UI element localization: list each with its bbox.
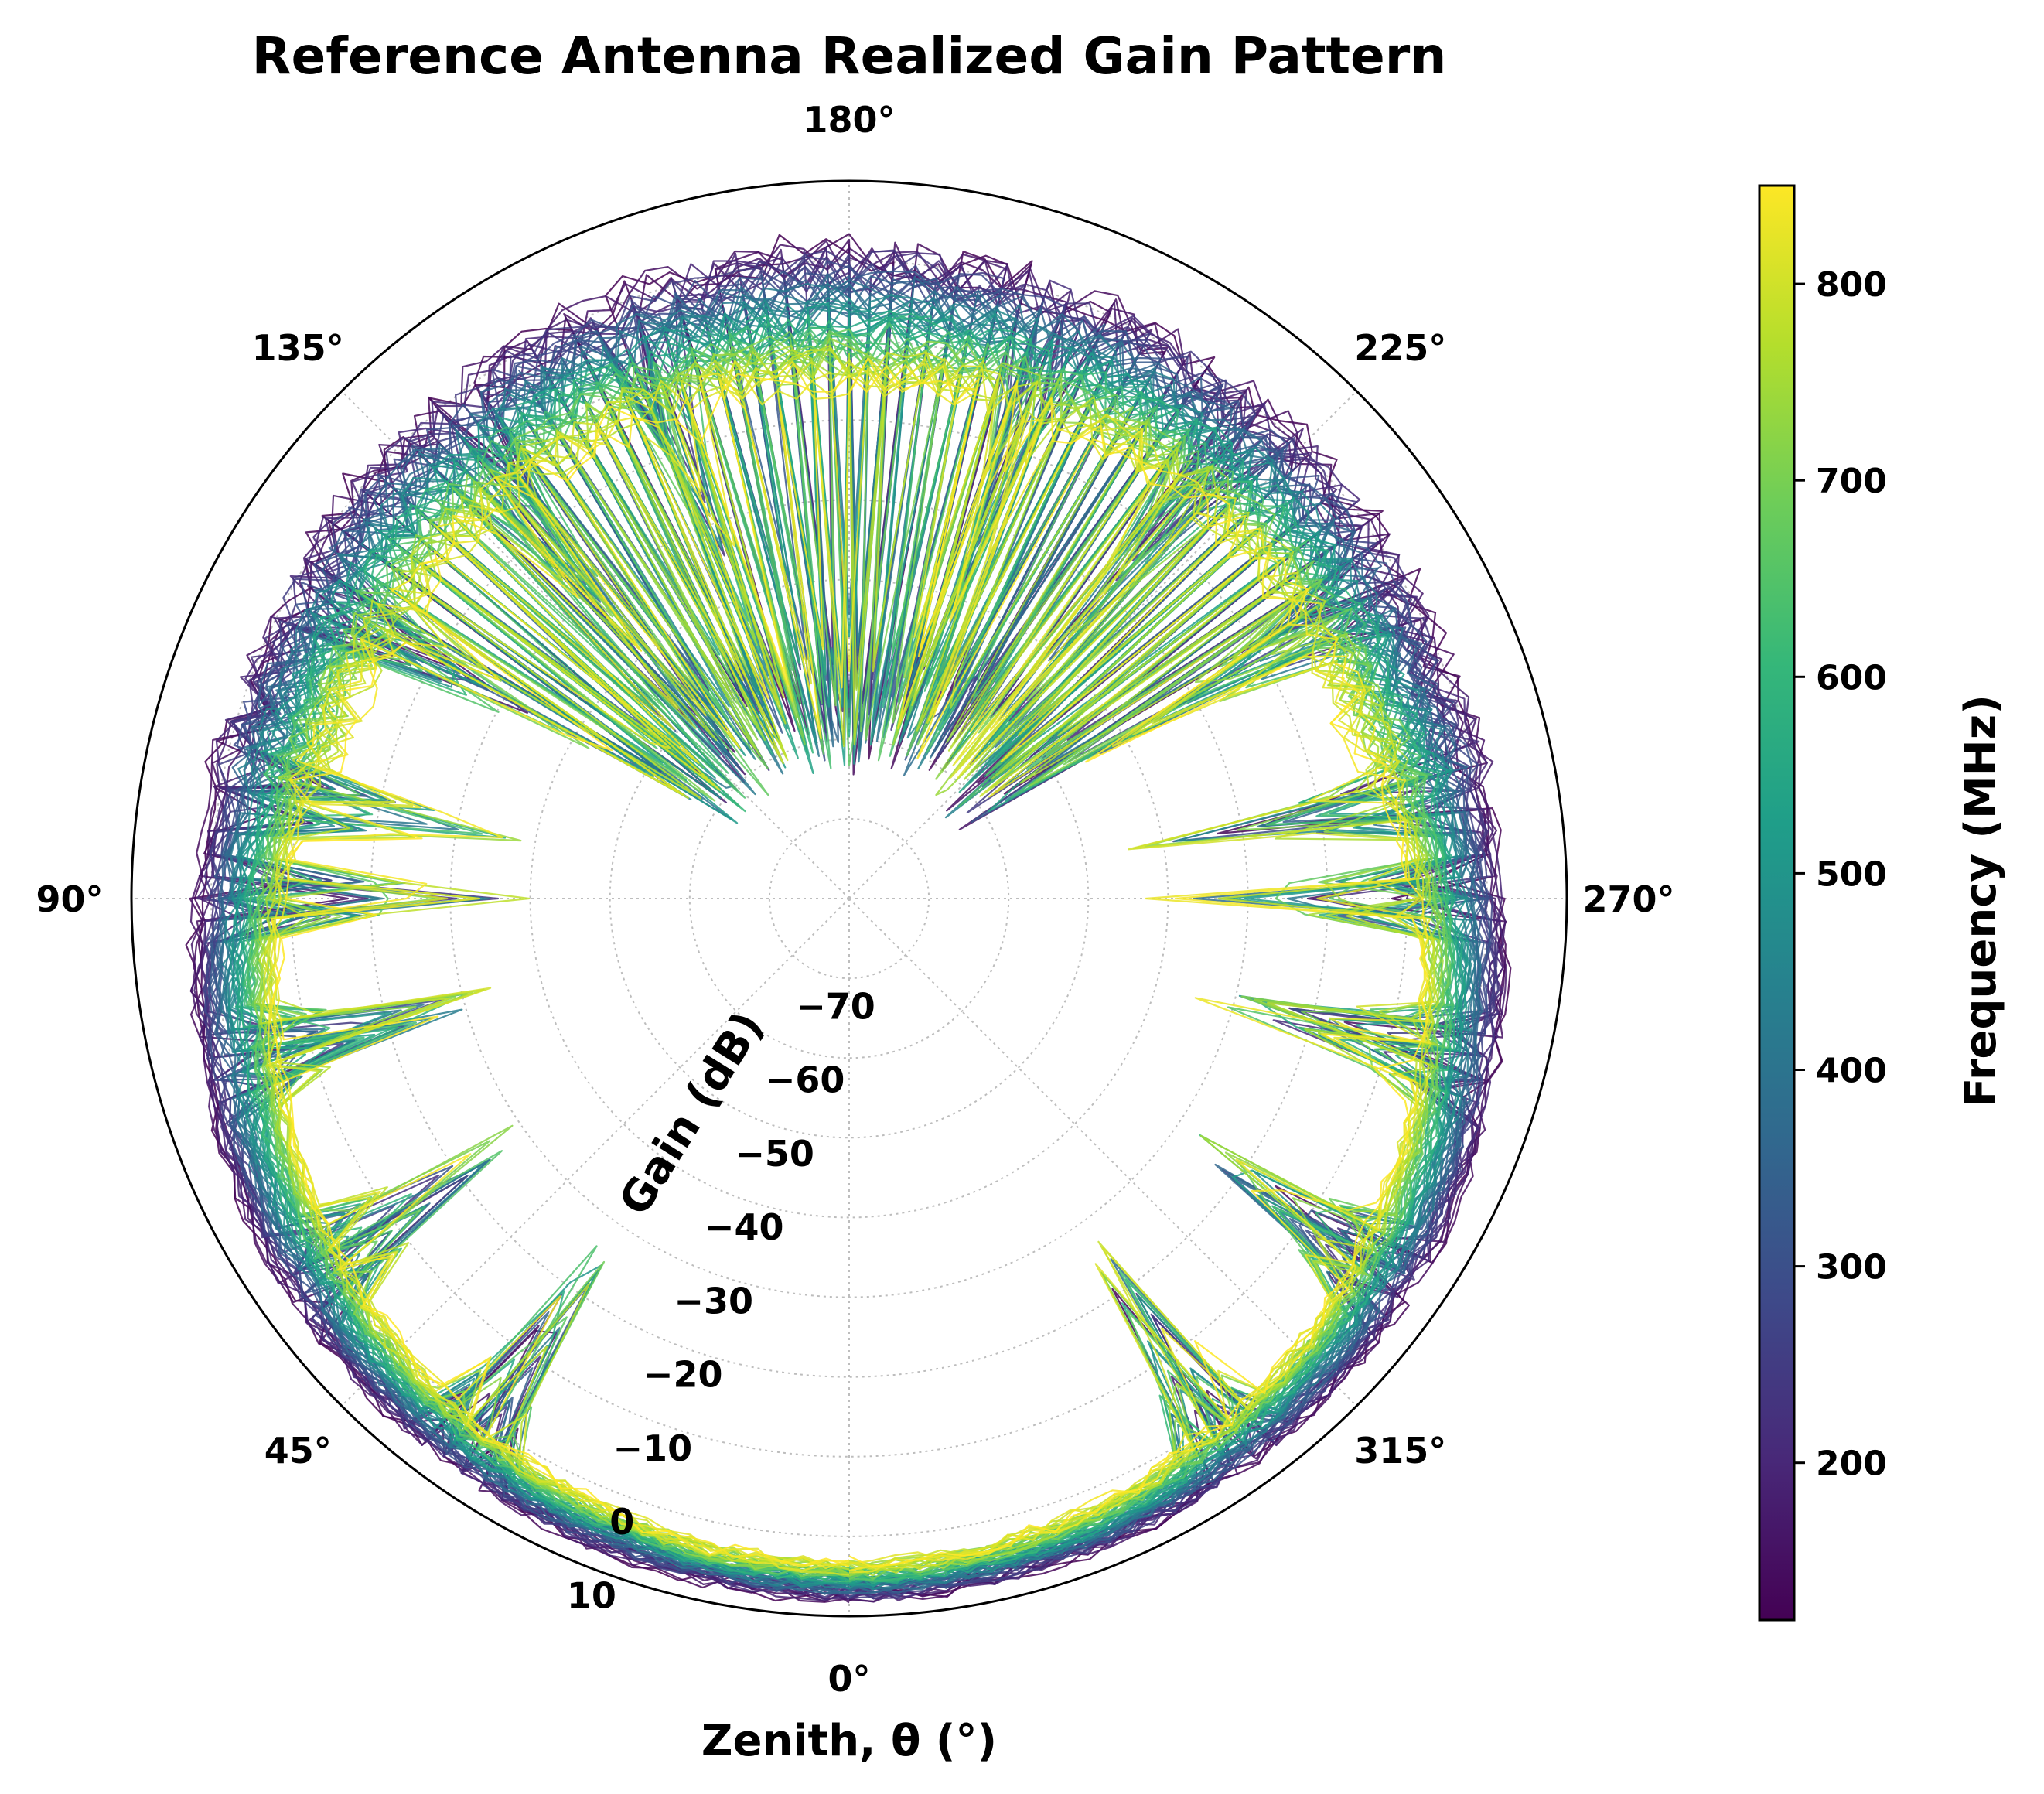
r-tick-label: −60 [766,1059,845,1101]
colorbar-tick-label: 200 [1816,1444,1887,1484]
r-tick-label: 10 [567,1574,616,1616]
gain-curve [229,297,1471,1590]
theta-tick-label: 45° [264,1430,332,1472]
r-tick-label: −10 [613,1427,693,1469]
gain-curve [250,328,1449,1577]
r-tick-label: −40 [705,1206,784,1248]
theta-tick-label: 0° [827,1658,870,1700]
r-gridline [688,738,1010,1059]
r-tick-label: −50 [735,1133,814,1175]
colorbar-label: Frequency (MHz) [1956,694,2006,1107]
theta-gridline [341,898,850,1407]
r-tick-label: −20 [643,1354,723,1396]
theta-tick-label: 270° [1582,878,1674,920]
polar-axes: 0° 45° 90° 135° 180° 225° 270° 315° −70 −60 −50 −4… [36,99,1674,1700]
theta-tick-label: 315° [1354,1430,1446,1472]
colorbar-tick-label: 300 [1816,1248,1887,1288]
x-axis-label: Zenith, θ (°) [701,1716,997,1766]
polar-frame [130,179,1568,1618]
gain-curve [215,264,1489,1593]
theta-tick-label: 180° [803,99,895,141]
gain-curves [185,233,1512,1604]
colorbar-ticks: 200 300 400 500 600 700 800 [1794,265,1887,1484]
colorbar-gradient [1758,184,1796,1622]
colorbar-tick-label: 600 [1816,658,1887,697]
colorbar-tick-label: 800 [1816,265,1887,305]
gain-curve [270,360,1431,1571]
chart-title: Reference Antenna Realized Gain Pattern [252,26,1447,86]
r-tick-labels: −70 −60 −50 −40 −30 −20 −10 0 10 [567,985,875,1616]
colorbar-tick-label: 400 [1816,1052,1887,1091]
r-gridline [529,578,1169,1219]
theta-tick-labels: 0° 45° 90° 135° 180° 225° 270° 315° [36,99,1674,1700]
r-tick-label: −70 [796,985,875,1027]
gain-curve [269,365,1430,1568]
r-gridline [768,817,930,980]
r-tick-label: −30 [674,1280,753,1322]
gain-curve [239,316,1458,1585]
gain-curve [201,253,1496,1598]
colorbar-tick-label: 500 [1816,854,1887,894]
colorbar: 200 300 400 500 600 700 800 Frequency (MHz) [1758,184,2006,1622]
theta-tick-label: 135° [252,327,344,369]
gain-curve [189,238,1507,1604]
theta-tick-label: 225° [1354,327,1446,369]
theta-tick-label: 90° [36,878,103,920]
gain-curve [259,337,1444,1577]
theta-gridline [848,898,1357,1407]
gain-curve [270,357,1433,1572]
colorbar-tick-label: 700 [1816,462,1887,501]
r-tick-label: 0 [609,1501,634,1543]
